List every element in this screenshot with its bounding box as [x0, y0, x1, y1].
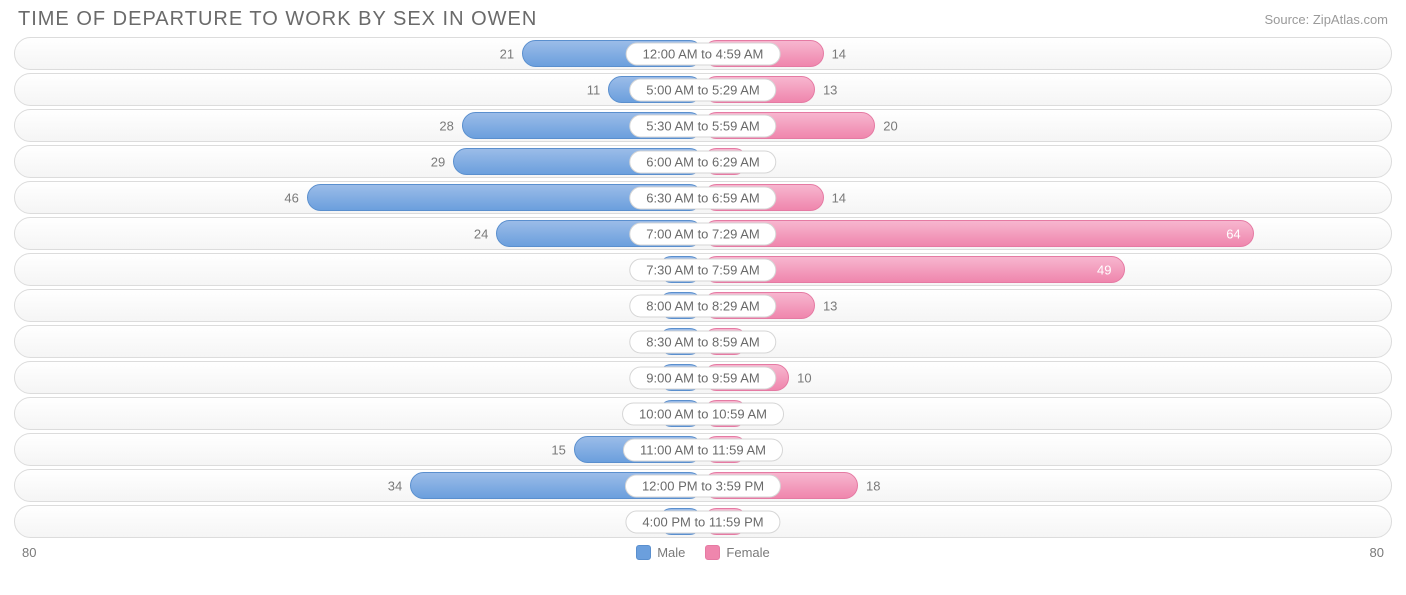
chart-row: 3497:30 AM to 7:59 AM	[14, 253, 1392, 286]
category-label: 6:00 AM to 6:29 AM	[629, 150, 776, 173]
chart-row: 28 20 5:30 AM to 5:59 AM	[14, 109, 1392, 142]
category-label: 9:00 AM to 9:59 AM	[629, 366, 776, 389]
male-value: 29	[431, 154, 445, 169]
chart-row: 34 18 12:00 PM to 3:59 PM	[14, 469, 1392, 502]
female-value: 13	[823, 298, 837, 313]
category-label: 7:30 AM to 7:59 AM	[629, 258, 776, 281]
chart-row: 0310:00 AM to 10:59 AM	[14, 397, 1392, 430]
chart-footer: 80 Male Female 80	[0, 541, 1406, 560]
category-label: 7:00 AM to 7:29 AM	[629, 222, 776, 245]
chart-row: 15011:00 AM to 11:59 AM	[14, 433, 1392, 466]
chart-row: 5109:00 AM to 9:59 AM	[14, 361, 1392, 394]
legend: Male Female	[636, 545, 770, 560]
male-value: 15	[551, 442, 565, 457]
category-label: 12:00 AM to 4:59 AM	[626, 42, 781, 65]
category-label: 12:00 PM to 3:59 PM	[625, 474, 781, 497]
chart-source: Source: ZipAtlas.com	[1264, 12, 1388, 27]
category-label: 8:30 AM to 8:59 AM	[629, 330, 776, 353]
legend-item-female: Female	[705, 545, 769, 560]
female-value: 13	[823, 82, 837, 97]
legend-label-male: Male	[657, 545, 685, 560]
male-value: 24	[474, 226, 488, 241]
category-label: 6:30 AM to 6:59 AM	[629, 186, 776, 209]
legend-swatch-female	[705, 545, 720, 560]
axis-max-right: 80	[1370, 545, 1384, 560]
chart-row: 2926:00 AM to 6:29 AM	[14, 145, 1392, 178]
chart-row: 24 64 7:00 AM to 7:29 AM	[14, 217, 1392, 250]
category-label: 10:00 AM to 10:59 AM	[622, 402, 784, 425]
male-value: 28	[439, 118, 453, 133]
category-label: 5:00 AM to 5:29 AM	[629, 78, 776, 101]
chart-row: 46 14 6:30 AM to 6:59 AM	[14, 181, 1392, 214]
female-value: 18	[866, 478, 880, 493]
legend-swatch-male	[636, 545, 651, 560]
male-value: 11	[587, 82, 601, 97]
chart-header: TIME OF DEPARTURE TO WORK BY SEX IN OWEN…	[0, 0, 1406, 37]
male-value: 34	[388, 478, 402, 493]
category-label: 8:00 AM to 8:29 AM	[629, 294, 776, 317]
chart-row: 3138:00 AM to 8:29 AM	[14, 289, 1392, 322]
chart-row: 404:00 PM to 11:59 PM	[14, 505, 1392, 538]
male-value: 46	[284, 190, 298, 205]
legend-item-male: Male	[636, 545, 685, 560]
female-value: 14	[832, 46, 846, 61]
chart-title: TIME OF DEPARTURE TO WORK BY SEX IN OWEN	[18, 8, 537, 31]
category-label: 11:00 AM to 11:59 AM	[623, 438, 783, 461]
female-value: 14	[832, 190, 846, 205]
chart-row: 21 14 12:00 AM to 4:59 AM	[14, 37, 1392, 70]
female-value: 49	[1097, 262, 1111, 277]
chart-row: 408:30 AM to 8:59 AM	[14, 325, 1392, 358]
chart-body: 21 14 12:00 AM to 4:59 AM 11 13 5:00 AM to 5:…	[0, 37, 1406, 538]
female-value: 64	[1226, 226, 1240, 241]
axis-max-left: 80	[22, 545, 36, 560]
female-value: 10	[797, 370, 811, 385]
category-label: 5:30 AM to 5:59 AM	[629, 114, 776, 137]
chart-row: 11 13 5:00 AM to 5:29 AM	[14, 73, 1392, 106]
legend-label-female: Female	[726, 545, 769, 560]
female-bar	[703, 220, 1254, 247]
category-label: 4:00 PM to 11:59 PM	[625, 510, 780, 533]
male-value: 21	[500, 46, 514, 61]
female-value: 20	[883, 118, 897, 133]
